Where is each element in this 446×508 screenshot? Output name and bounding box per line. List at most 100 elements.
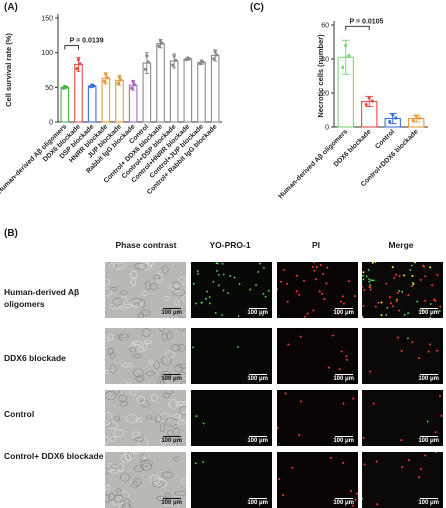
red-cell xyxy=(313,269,316,272)
cell-outline xyxy=(129,346,136,353)
data-point xyxy=(215,53,219,57)
cell-outline xyxy=(140,459,153,467)
cell-outline xyxy=(124,452,135,461)
green-cell xyxy=(374,262,377,264)
cell-outline xyxy=(136,377,143,382)
cell-outline xyxy=(141,262,149,269)
cell-outline xyxy=(165,417,178,427)
data-point xyxy=(75,67,79,71)
panel-b-microscopy: (B) Phase contrast YO-PRO-1 PI Merge Hum… xyxy=(0,228,446,508)
scale-bar: 100 μm xyxy=(418,497,439,506)
red-cell xyxy=(340,350,343,353)
red-cell xyxy=(385,282,388,285)
red-cell xyxy=(347,280,350,283)
red-cell xyxy=(295,290,298,293)
scale-bar-label: 100 μm xyxy=(333,500,354,506)
red-cell xyxy=(352,397,355,400)
green-cell xyxy=(249,288,252,291)
scale-bar-line xyxy=(162,435,181,437)
green-cell xyxy=(212,280,215,283)
panel-label-a: (A) xyxy=(4,2,18,13)
micrograph-phase-contrast: 100 μm xyxy=(105,390,186,446)
data-point xyxy=(417,116,421,120)
cell-outline xyxy=(161,265,169,274)
green-cell xyxy=(200,301,203,304)
cell-outline xyxy=(108,493,116,501)
red-cell xyxy=(286,300,289,303)
data-point xyxy=(172,54,176,58)
red-cell xyxy=(342,302,345,305)
cell-outline xyxy=(119,491,130,500)
cell-outline xyxy=(143,339,153,344)
red-cell xyxy=(392,305,395,308)
green-cell xyxy=(262,292,265,295)
data-point xyxy=(174,58,178,62)
micrograph-texture xyxy=(277,392,355,437)
green-cell xyxy=(237,346,239,348)
cell-outline xyxy=(141,328,152,337)
red-cell xyxy=(401,466,404,469)
cell-outline xyxy=(180,381,186,384)
green-cell xyxy=(416,300,419,303)
cell-outline xyxy=(133,452,140,455)
cell-outline xyxy=(161,332,168,342)
green-cell xyxy=(197,272,199,275)
scale-bar: 100 μm xyxy=(418,307,439,316)
green-cell xyxy=(227,292,229,294)
red-cell xyxy=(278,477,281,480)
green-cell xyxy=(263,266,265,269)
scale-bar-label: 100 μm xyxy=(247,376,268,382)
y-tick-label: 150 xyxy=(41,16,53,23)
red-cell xyxy=(436,273,439,276)
red-cell xyxy=(363,288,366,291)
red-cell xyxy=(341,295,344,298)
cell-outline xyxy=(175,401,186,406)
cell-outline xyxy=(105,467,110,475)
data-point xyxy=(92,84,96,88)
red-cell xyxy=(435,349,438,352)
data-point xyxy=(119,78,123,82)
green-cell xyxy=(412,281,414,284)
red-cell xyxy=(389,302,392,305)
data-point xyxy=(187,57,191,61)
scale-bar: 100 μm xyxy=(418,373,439,382)
cell-outline xyxy=(105,485,111,491)
y-tick-label: 0 xyxy=(325,125,329,132)
green-cell xyxy=(204,297,207,300)
data-point xyxy=(104,72,108,77)
red-cell xyxy=(282,494,285,497)
green-cell xyxy=(196,270,199,273)
green-cell xyxy=(237,315,240,317)
scale-bar: 100 μm xyxy=(161,307,182,316)
green-cell xyxy=(368,278,371,280)
row-label-ddx6: DDX6 blockade xyxy=(4,353,66,363)
yellow-cell xyxy=(429,266,432,269)
cell-outline xyxy=(120,453,132,463)
cell-outline xyxy=(166,331,173,340)
red-cell xyxy=(369,288,372,291)
red-cell xyxy=(284,392,287,395)
cell-outline xyxy=(134,437,145,442)
red-cell xyxy=(376,503,379,506)
yellow-cell xyxy=(421,309,424,312)
data-point xyxy=(367,96,371,100)
data-point xyxy=(198,62,202,66)
green-cell xyxy=(202,422,205,425)
micrograph-texture xyxy=(362,394,443,442)
red-cell xyxy=(350,489,353,492)
data-point xyxy=(76,58,81,62)
green-cell xyxy=(259,262,261,265)
cell-outline xyxy=(110,352,115,360)
cell-outline xyxy=(159,423,166,433)
scale-bar-label: 100 μm xyxy=(161,376,182,382)
red-cell xyxy=(424,454,427,457)
scale-bar-label: 100 μm xyxy=(333,376,354,382)
cell-outline xyxy=(165,350,175,359)
cell-outline xyxy=(151,480,165,488)
cell-outline xyxy=(137,346,144,353)
column-header-pi: PI xyxy=(311,240,321,250)
scale-bar-line xyxy=(334,307,353,309)
yellow-cell xyxy=(403,274,406,277)
red-cell xyxy=(323,298,326,301)
green-cell xyxy=(373,279,375,282)
